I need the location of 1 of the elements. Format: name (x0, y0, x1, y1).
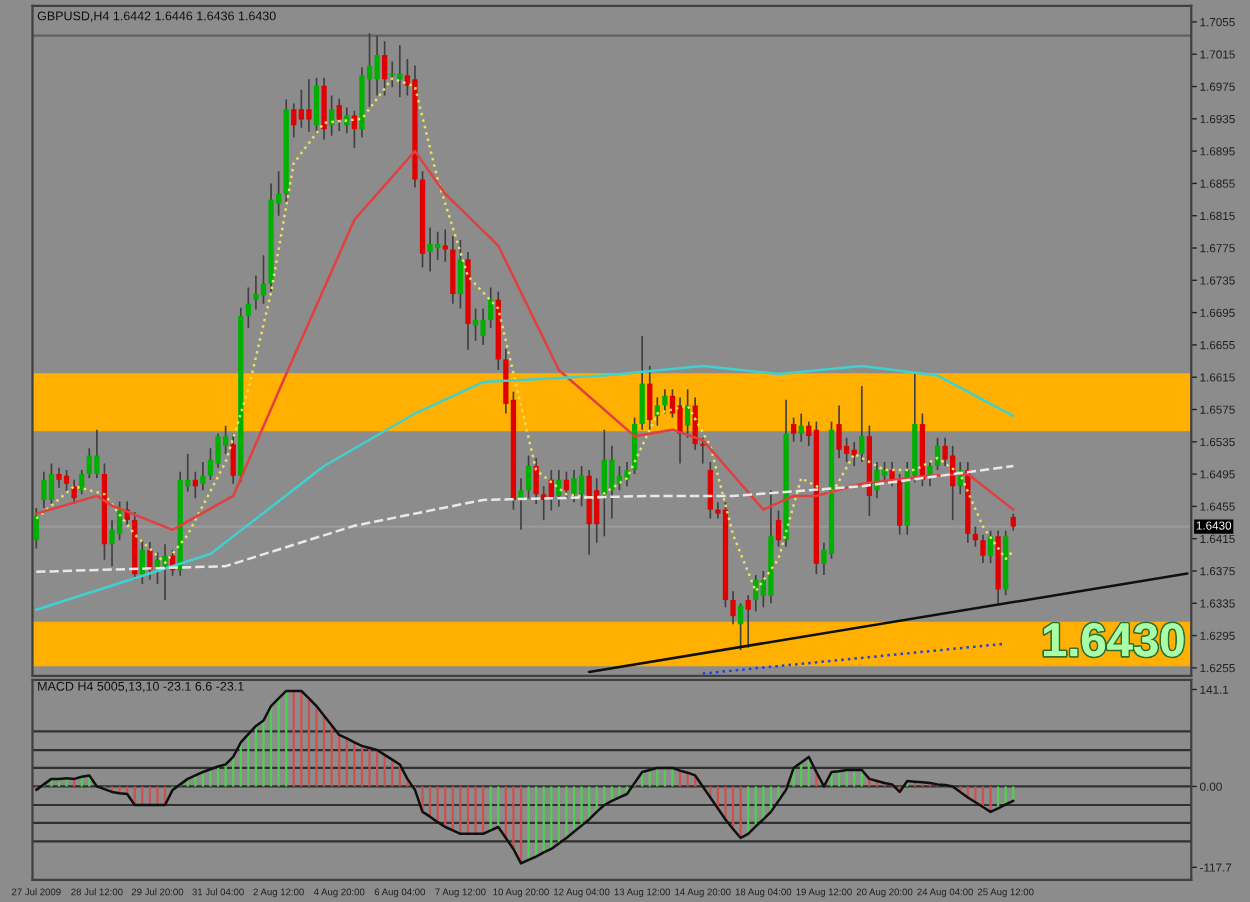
annotation: 1.6430 (1044, 623, 1184, 657)
